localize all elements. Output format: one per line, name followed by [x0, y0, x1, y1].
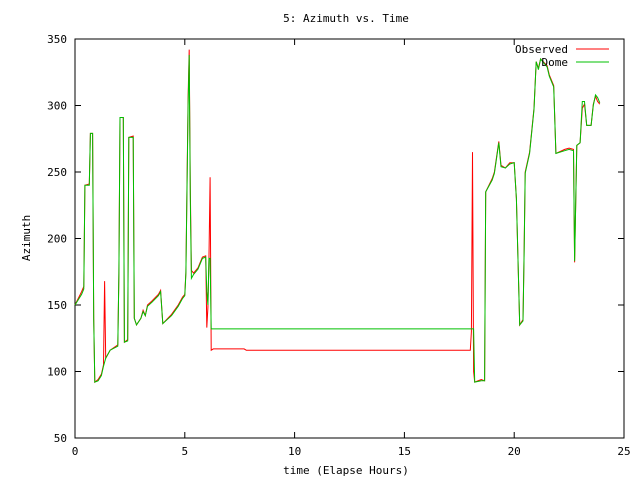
x-tick-label: 0: [72, 445, 79, 458]
plot-frame: [74, 38, 625, 439]
y-tick-label: 100: [47, 366, 67, 379]
x-tick-label: 15: [398, 445, 411, 458]
series-line-observed: [74, 49, 601, 384]
y-axis-ticks: 50 100 150 200 250 300 350: [47, 33, 624, 445]
x-tick-label: 5: [181, 445, 188, 458]
x-tick-label: 10: [288, 445, 301, 458]
y-tick-label: 350: [47, 33, 67, 46]
x-axis-label: time (Elapse Hours): [283, 464, 409, 477]
y-tick-label: 250: [47, 166, 67, 179]
y-tick-label: 150: [47, 299, 67, 312]
y-axis-label: Azimuth: [20, 215, 33, 261]
x-tick-label: 25: [617, 445, 630, 458]
legend-label-dome: Dome: [542, 56, 569, 69]
x-tick-label: 20: [508, 445, 521, 458]
legend-label-observed: Observed: [515, 43, 568, 56]
x-axis-ticks: 0 5 10 15 20 25: [72, 39, 631, 458]
y-tick-label: 300: [47, 100, 67, 113]
series-line-dome: [74, 54, 601, 383]
y-tick-label: 50: [54, 432, 67, 445]
y-tick-label: 200: [47, 233, 67, 246]
chart-title: 5: Azimuth vs. Time: [283, 12, 409, 25]
series-layer: [74, 49, 601, 384]
